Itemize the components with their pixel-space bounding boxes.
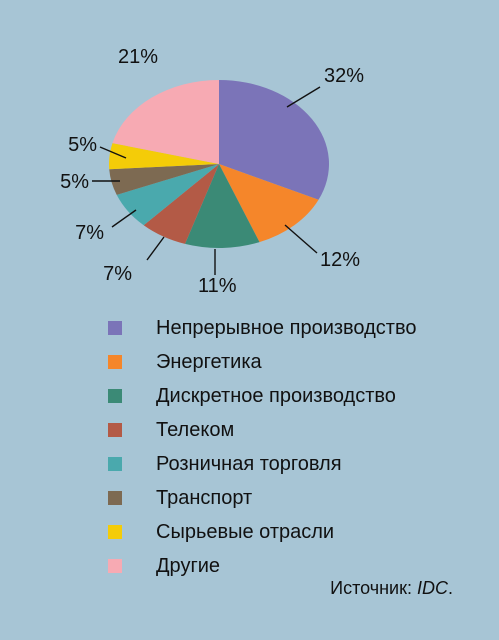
- legend-swatch: [108, 321, 122, 335]
- legend-item-retail: Розничная торговля: [108, 449, 478, 483]
- legend-label: Розничная торговля: [156, 453, 342, 475]
- legend-swatch: [108, 389, 122, 403]
- pie-slice: [143, 164, 219, 244]
- pie-leader-line: [111, 209, 137, 228]
- pie-value-label: 5%: [60, 171, 89, 193]
- source-note: Источник: IDC.: [330, 578, 453, 599]
- pie-chart-svg: 32% 12% 11% 7% 7% 5% 5% 21%: [60, 46, 364, 297]
- legend-swatch: [108, 355, 122, 369]
- pie-slice: [219, 164, 319, 243]
- legend-item-energy: Энергетика: [108, 347, 478, 381]
- legend-item-transport: Транспорт: [108, 483, 478, 517]
- pie-leader-line: [99, 146, 127, 159]
- pie-value-label: 7%: [75, 222, 104, 244]
- pie-leader-line: [146, 236, 165, 261]
- pie-slice: [219, 80, 330, 200]
- pie-value-label: 5%: [68, 134, 97, 156]
- pie-value-label: 21%: [118, 46, 158, 68]
- source-prefix: Источник:: [330, 578, 417, 598]
- legend-item-telecom: Телеком: [108, 415, 478, 449]
- pie-slice: [112, 80, 219, 164]
- legend-swatch: [108, 457, 122, 471]
- legend-swatch: [108, 423, 122, 437]
- source-name: IDC: [416, 578, 448, 598]
- pie-slice: [109, 164, 219, 195]
- legend-swatch: [108, 525, 122, 539]
- pie-leader-line: [286, 86, 321, 108]
- legend-item-discrete-production: Дискретное производство: [108, 381, 478, 415]
- legend-label: Сырьевые отрасли: [156, 521, 335, 543]
- legend-label: Другие: [156, 555, 221, 577]
- pie-value-label: 11%: [198, 275, 237, 297]
- pie-slice: [185, 164, 260, 248]
- legend-label: Дискретное производство: [156, 385, 396, 407]
- legend-label: Телеком: [156, 419, 235, 441]
- legend-label: Непрерывное производство: [156, 317, 417, 339]
- pie-slice: [109, 143, 219, 170]
- legend-item-continuous-production: Непрерывное производство: [108, 313, 478, 347]
- legend-label: Энергетика: [156, 351, 262, 373]
- pie-value-label: 7%: [103, 263, 132, 285]
- pie-leader-line: [284, 224, 318, 254]
- legend: Непрерывное производство Энергетика Диск…: [108, 313, 478, 585]
- pie-slice: [116, 164, 219, 226]
- legend-swatch: [108, 491, 122, 505]
- legend-item-other: Другие: [108, 551, 478, 585]
- pie-value-label: 32%: [324, 65, 364, 87]
- legend-swatch: [108, 559, 122, 573]
- legend-item-resources: Сырьевые отрасли: [108, 517, 478, 551]
- source-suffix: .: [447, 578, 453, 598]
- pie-value-label: 12%: [320, 249, 360, 271]
- legend-label: Транспорт: [156, 487, 253, 509]
